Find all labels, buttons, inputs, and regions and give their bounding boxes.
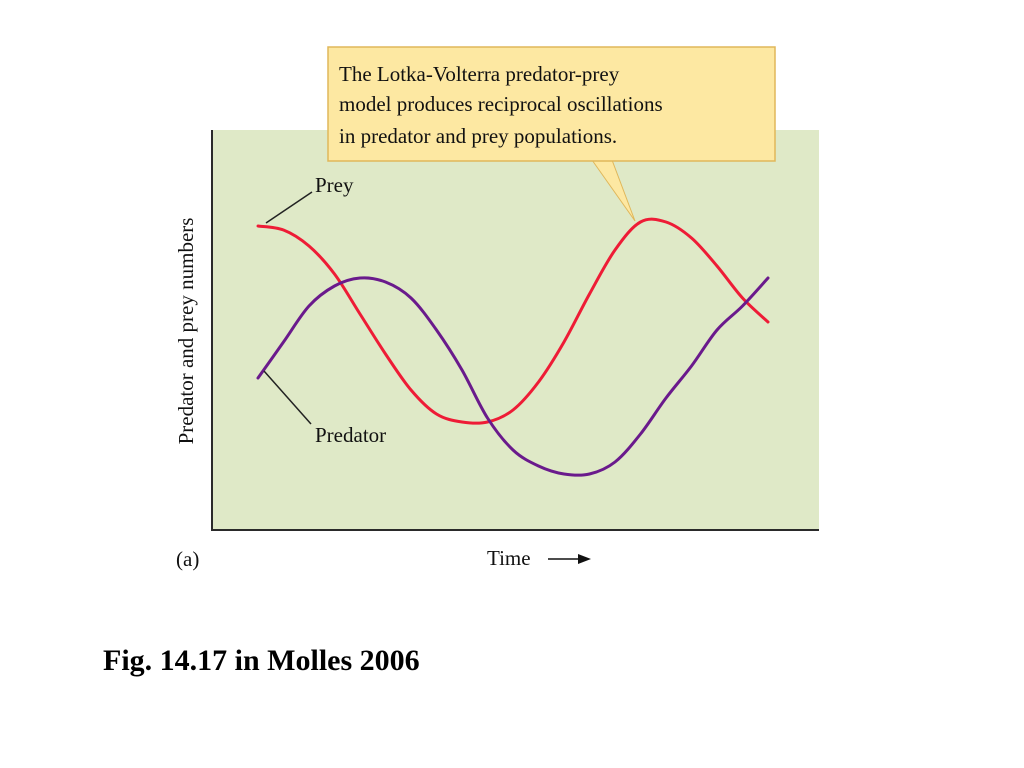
x-axis-label: Time: [487, 546, 531, 570]
figure-caption: Fig. 14.17 in Molles 2006: [103, 644, 420, 677]
plot-area: [212, 130, 819, 530]
annotation-line-3: in predator and prey populations.: [339, 124, 617, 148]
callout-box: [327, 46, 776, 162]
panel-label: (a): [176, 547, 199, 571]
predator-series-line: [256, 276, 770, 477]
annotation-callout: The Lotka-Volterra predator-prey model p…: [327, 46, 776, 222]
predator-leader-line: [263, 370, 312, 425]
annotation-line-1: The Lotka-Volterra predator-prey: [339, 62, 620, 86]
prey-leader-line: [265, 191, 313, 224]
prey-series-label: Prey: [315, 173, 354, 197]
series-layer: [256, 217, 770, 477]
y-axis-label: Predator and prey numbers: [174, 218, 198, 445]
predator-series-label: Predator: [315, 423, 386, 447]
annotation-line-2: model produces reciprocal oscillations: [339, 92, 663, 116]
x-axis-arrow-icon: [548, 554, 591, 564]
prey-series-line: [256, 217, 770, 425]
